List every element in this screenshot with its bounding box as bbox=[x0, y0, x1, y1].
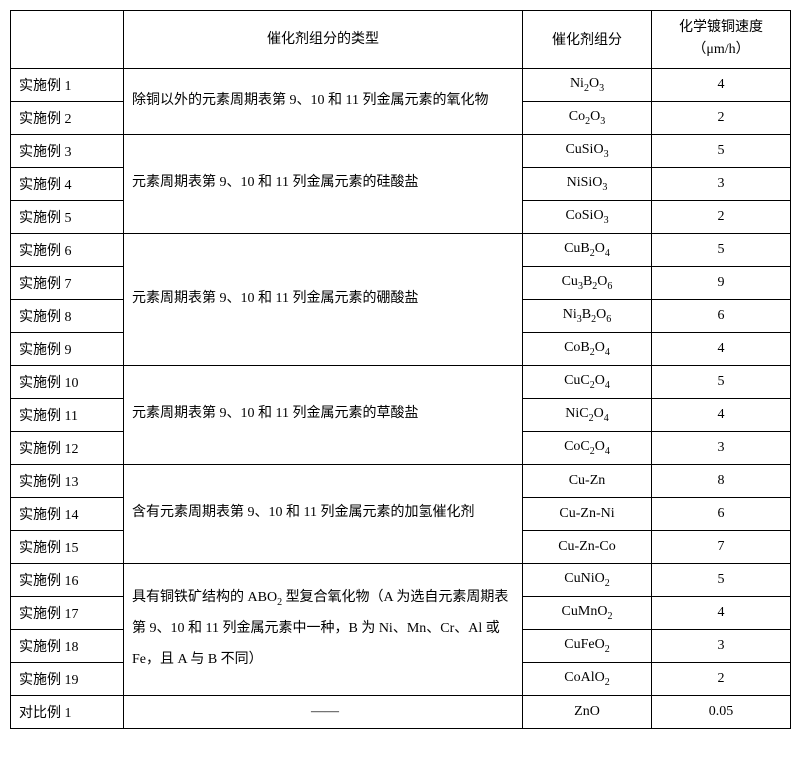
catalyst-component: Cu-Zn bbox=[523, 464, 652, 497]
row-label: 实施例 10 bbox=[11, 365, 124, 398]
catalyst-component: CuB2O4 bbox=[523, 233, 652, 266]
plating-speed: 2 bbox=[652, 662, 791, 695]
row-label: 实施例 4 bbox=[11, 167, 124, 200]
comparison-row: 对比例 1——ZnO0.05 bbox=[11, 695, 791, 728]
header-component: 催化剂组分 bbox=[523, 11, 652, 69]
catalyst-component: CuNiO2 bbox=[523, 563, 652, 596]
row-label: 实施例 5 bbox=[11, 200, 124, 233]
row-label: 实施例 13 bbox=[11, 464, 124, 497]
plating-speed: 2 bbox=[652, 200, 791, 233]
plating-speed: 8 bbox=[652, 464, 791, 497]
catalyst-component: NiC2O4 bbox=[523, 398, 652, 431]
plating-speed: 3 bbox=[652, 431, 791, 464]
header-speed: 化学镀铜速度 （μm/h） bbox=[652, 11, 791, 69]
plating-speed: 7 bbox=[652, 530, 791, 563]
row-label: 实施例 7 bbox=[11, 266, 124, 299]
catalyst-type: 具有铜铁矿结构的 ABO2 型复合氧化物（A 为选自元素周期表第 9、10 和 … bbox=[124, 563, 523, 695]
catalyst-component: CuMnO2 bbox=[523, 596, 652, 629]
table-row: 实施例 16具有铜铁矿结构的 ABO2 型复合氧化物（A 为选自元素周期表第 9… bbox=[11, 563, 791, 596]
plating-speed: 4 bbox=[652, 68, 791, 101]
row-label: 对比例 1 bbox=[11, 695, 124, 728]
catalyst-component: Cu3B2O6 bbox=[523, 266, 652, 299]
row-label: 实施例 2 bbox=[11, 101, 124, 134]
plating-speed: 5 bbox=[652, 563, 791, 596]
row-label: 实施例 18 bbox=[11, 629, 124, 662]
row-label: 实施例 1 bbox=[11, 68, 124, 101]
row-label: 实施例 11 bbox=[11, 398, 124, 431]
row-label: 实施例 16 bbox=[11, 563, 124, 596]
catalyst-component: Ni3B2O6 bbox=[523, 299, 652, 332]
catalyst-component: ZnO bbox=[523, 695, 652, 728]
catalyst-component: CoAlO2 bbox=[523, 662, 652, 695]
plating-speed: 4 bbox=[652, 332, 791, 365]
catalyst-component: Ni2O3 bbox=[523, 68, 652, 101]
catalyst-type: —— bbox=[124, 695, 523, 728]
row-label: 实施例 9 bbox=[11, 332, 124, 365]
plating-speed: 0.05 bbox=[652, 695, 791, 728]
row-label: 实施例 12 bbox=[11, 431, 124, 464]
catalyst-type: 元素周期表第 9、10 和 11 列金属元素的草酸盐 bbox=[124, 365, 523, 464]
header-type: 催化剂组分的类型 bbox=[124, 11, 523, 69]
catalyst-component: NiSiO3 bbox=[523, 167, 652, 200]
header-speed-line2: （μm/h） bbox=[692, 42, 749, 57]
row-label: 实施例 14 bbox=[11, 497, 124, 530]
table-row: 实施例 1除铜以外的元素周期表第 9、10 和 11 列金属元素的氧化物Ni2O… bbox=[11, 68, 791, 101]
plating-speed: 2 bbox=[652, 101, 791, 134]
header-label bbox=[11, 11, 124, 69]
row-label: 实施例 17 bbox=[11, 596, 124, 629]
plating-speed: 3 bbox=[652, 167, 791, 200]
plating-speed: 6 bbox=[652, 299, 791, 332]
catalyst-component: Co2O3 bbox=[523, 101, 652, 134]
catalyst-component: CoB2O4 bbox=[523, 332, 652, 365]
catalyst-component: CuSiO3 bbox=[523, 134, 652, 167]
header-speed-line1: 化学镀铜速度 bbox=[679, 20, 763, 35]
table-row: 实施例 6元素周期表第 9、10 和 11 列金属元素的硼酸盐CuB2O45 bbox=[11, 233, 791, 266]
plating-speed: 3 bbox=[652, 629, 791, 662]
table-row: 实施例 3元素周期表第 9、10 和 11 列金属元素的硅酸盐CuSiO35 bbox=[11, 134, 791, 167]
row-label: 实施例 15 bbox=[11, 530, 124, 563]
plating-speed: 4 bbox=[652, 398, 791, 431]
catalyst-component: CuC2O4 bbox=[523, 365, 652, 398]
catalyst-component: CuFeO2 bbox=[523, 629, 652, 662]
row-label: 实施例 8 bbox=[11, 299, 124, 332]
table-row: 实施例 13含有元素周期表第 9、10 和 11 列金属元素的加氢催化剂Cu-Z… bbox=[11, 464, 791, 497]
catalyst-component: Cu-Zn-Co bbox=[523, 530, 652, 563]
catalyst-component: CoSiO3 bbox=[523, 200, 652, 233]
plating-speed: 5 bbox=[652, 134, 791, 167]
plating-speed: 4 bbox=[652, 596, 791, 629]
catalyst-type: 元素周期表第 9、10 和 11 列金属元素的硼酸盐 bbox=[124, 233, 523, 365]
catalyst-type: 除铜以外的元素周期表第 9、10 和 11 列金属元素的氧化物 bbox=[124, 68, 523, 134]
row-label: 实施例 3 bbox=[11, 134, 124, 167]
table-row: 实施例 10元素周期表第 9、10 和 11 列金属元素的草酸盐CuC2O45 bbox=[11, 365, 791, 398]
row-label: 实施例 19 bbox=[11, 662, 124, 695]
row-label: 实施例 6 bbox=[11, 233, 124, 266]
plating-speed: 9 bbox=[652, 266, 791, 299]
catalyst-type: 元素周期表第 9、10 和 11 列金属元素的硅酸盐 bbox=[124, 134, 523, 233]
plating-speed: 5 bbox=[652, 233, 791, 266]
plating-speed: 5 bbox=[652, 365, 791, 398]
header-row: 催化剂组分的类型 催化剂组分 化学镀铜速度 （μm/h） bbox=[11, 11, 791, 69]
catalyst-type: 含有元素周期表第 9、10 和 11 列金属元素的加氢催化剂 bbox=[124, 464, 523, 563]
catalyst-table: 催化剂组分的类型 催化剂组分 化学镀铜速度 （μm/h） 实施例 1除铜以外的元… bbox=[10, 10, 791, 729]
catalyst-component: Cu-Zn-Ni bbox=[523, 497, 652, 530]
catalyst-component: CoC2O4 bbox=[523, 431, 652, 464]
plating-speed: 6 bbox=[652, 497, 791, 530]
